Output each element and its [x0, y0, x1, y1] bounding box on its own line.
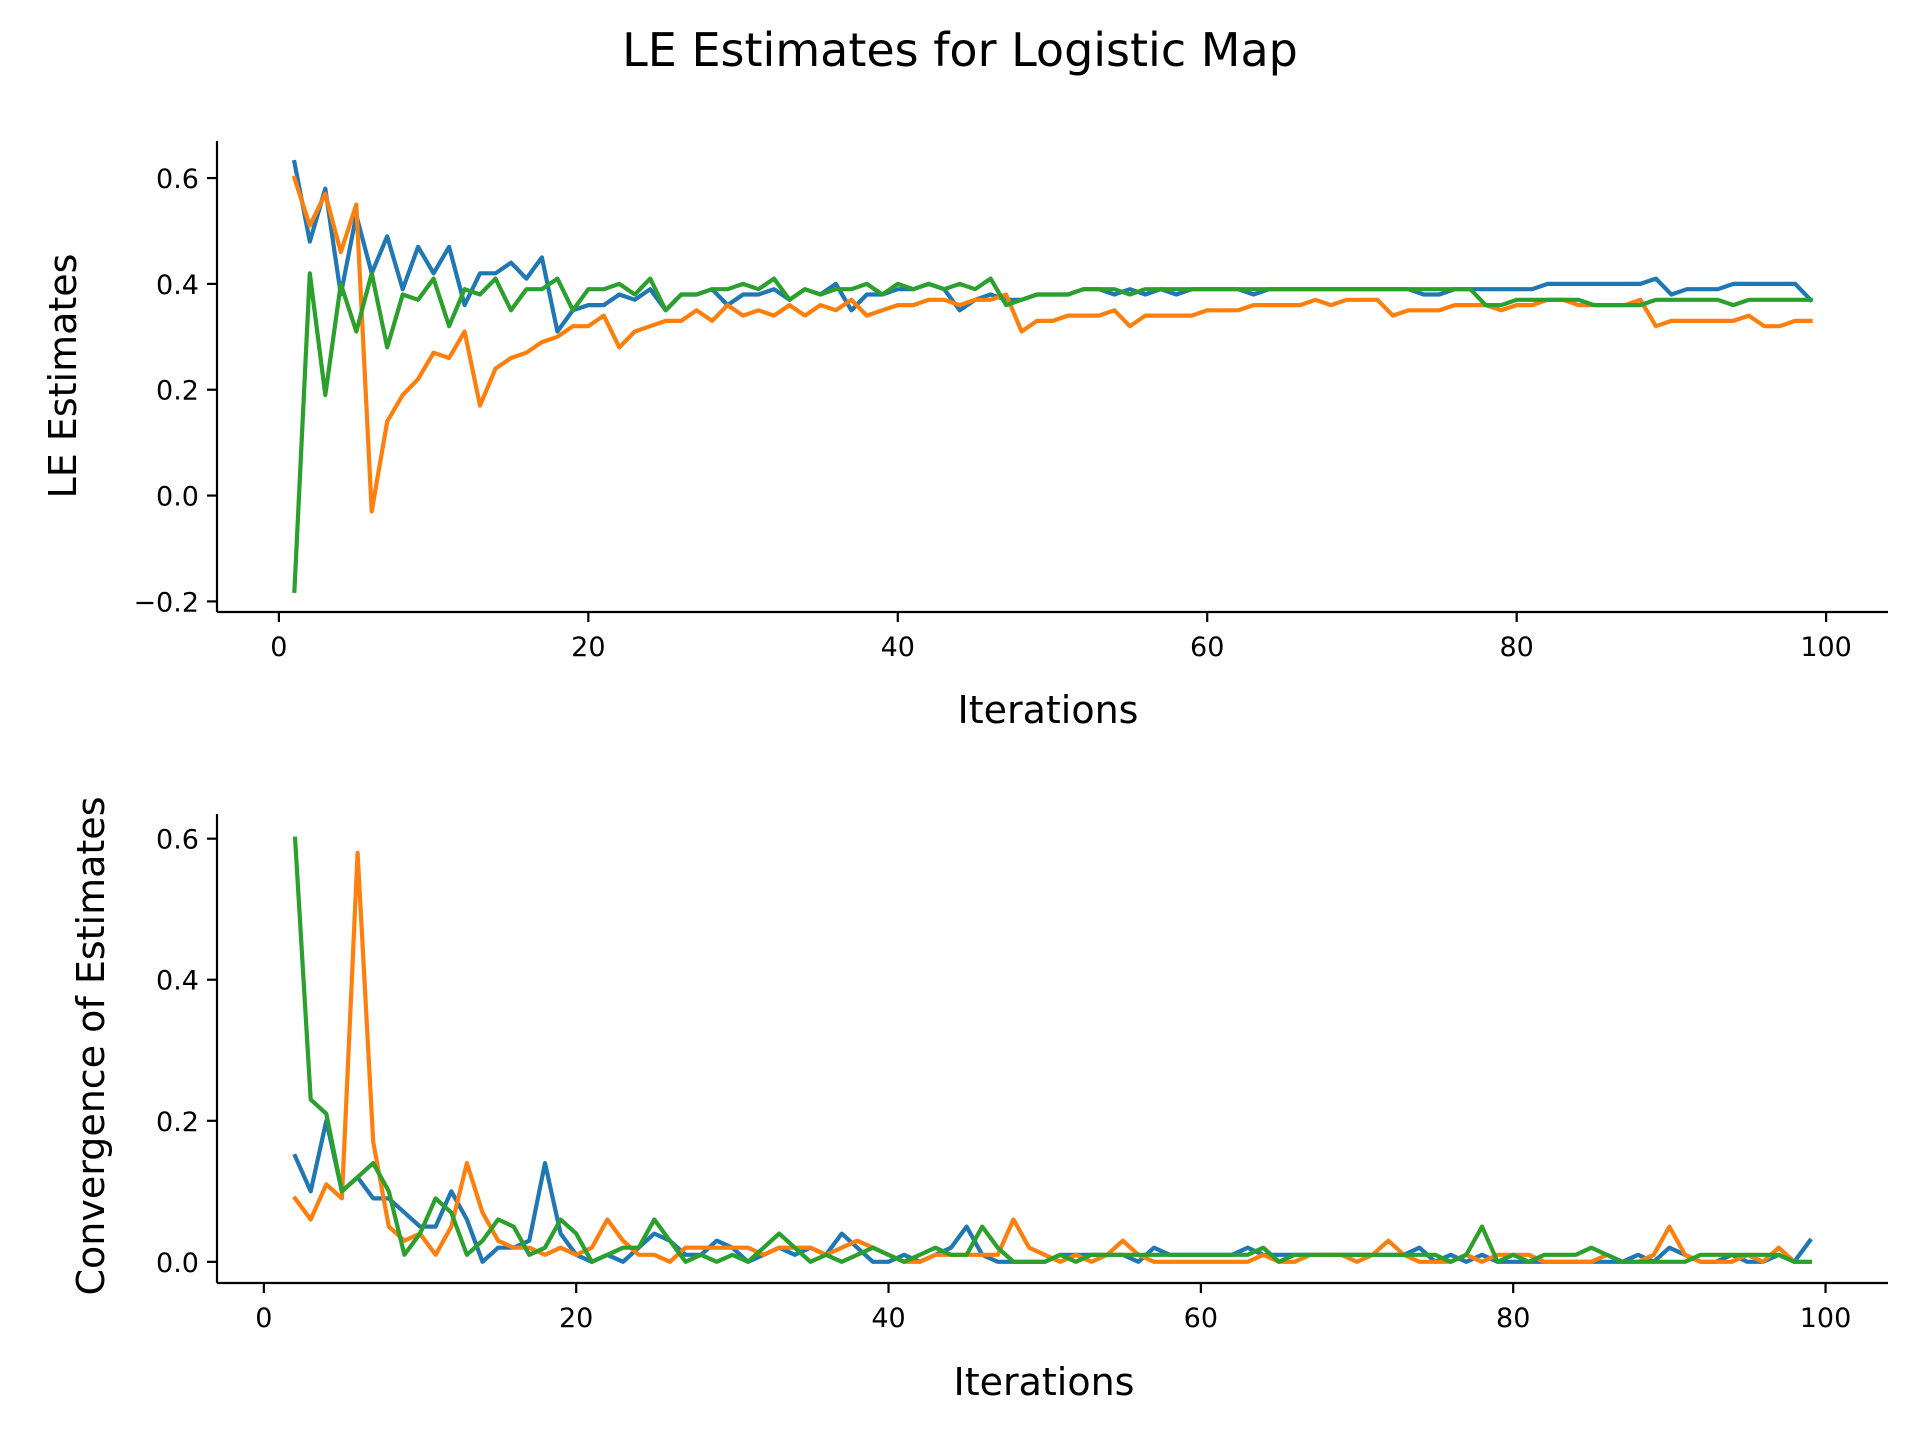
series-layer [292, 836, 1813, 1264]
series-line-green [292, 271, 1813, 593]
upper-chart-le-estimates: 0 20 40 60 80 100−0.20.00.20.40.6 Iterations … [41, 141, 1888, 732]
y-axis-label: LE Estimates [41, 254, 85, 499]
x-tick-label: 20 [571, 632, 605, 663]
series-layer [291, 159, 1814, 593]
lower-chart-convergence: 0 20 40 60 80 100 0.0 0.2 0.4 0.6 Iterations Conv… [69, 797, 1888, 1404]
y-tick-label: 0.2 [156, 1107, 199, 1138]
y-tick-label: 0.6 [156, 164, 199, 195]
x-tick-label: 0 [270, 632, 287, 663]
y-tick-label: 0.4 [156, 966, 199, 997]
y-tick-label: 0.0 [156, 482, 199, 513]
x-tick-label: 40 [871, 1303, 905, 1334]
ticks-layer: 0 20 40 60 80 100 −0.2 0.0 0.2 0.4 0.6 [133, 164, 1851, 663]
axes-layer [215, 814, 1888, 1285]
ticks-layer: 0 20 40 60 80 100 0.0 0.2 0.4 0.6 [156, 825, 1851, 1334]
x-tick-label: 0 [255, 1303, 272, 1334]
x-tick-label: 40 [881, 632, 915, 663]
y-tick-label: 0.2 [156, 376, 199, 407]
x-tick-label: 60 [1184, 1303, 1218, 1334]
y-tick-label: −0.2 [133, 587, 199, 618]
x-tick-label: 80 [1496, 1303, 1530, 1334]
x-tick-label: 100 [1800, 632, 1852, 663]
y-axis-label: Convergence of Estimates [69, 797, 113, 1296]
x-axis-label: Iterations [954, 1360, 1135, 1404]
figure-title: LE Estimates for Logistic Map [622, 23, 1298, 77]
series-line-green [292, 836, 1813, 1264]
y-tick-label: 0.4 [156, 270, 199, 301]
axes-layer [215, 141, 1888, 614]
x-axis-label: Iterations [958, 688, 1139, 732]
x-tick-label: 100 [1800, 1303, 1852, 1334]
y-tick-label: 0.6 [156, 825, 199, 856]
x-tick-label: 60 [1190, 632, 1224, 663]
x-tick-label: 80 [1499, 632, 1533, 663]
y-tick-label: 0.0 [156, 1248, 199, 1279]
x-tick-label: 20 [559, 1303, 593, 1334]
